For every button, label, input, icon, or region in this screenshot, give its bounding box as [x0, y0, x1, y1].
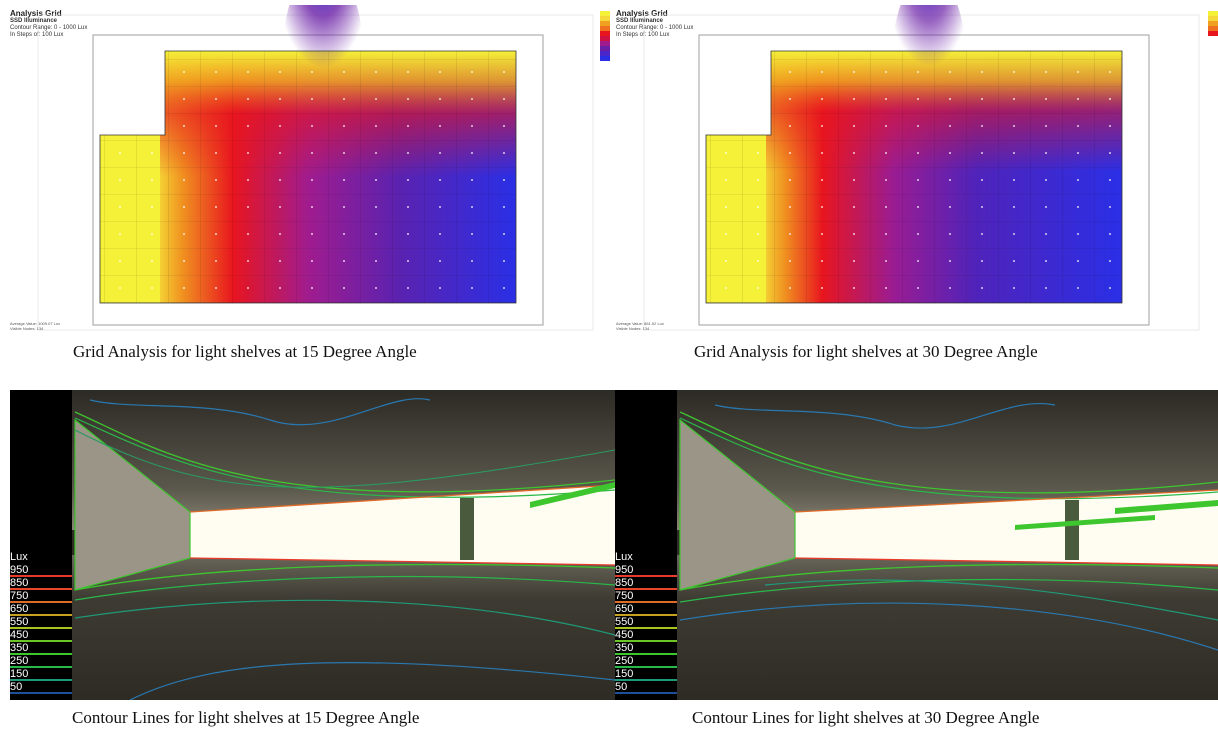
lux-legend-value: 150: [615, 668, 634, 680]
grid-subtitle: SSD Illuminance: [10, 18, 58, 24]
grid-analysis-15: Analysis Grid SSD Illuminance Contour Ra…: [8, 5, 610, 335]
lux-legend-value: 550: [10, 616, 29, 628]
grid-nodes: Visible Nodes: 134: [10, 326, 44, 331]
lux-legend-item: 750: [10, 590, 72, 603]
lux-legend-value: 350: [615, 642, 634, 654]
lux-legend-swatch: [615, 588, 677, 590]
contour-render: [615, 390, 1218, 700]
grid-caption-15: Grid Analysis for light shelves at 15 De…: [73, 342, 417, 361]
lux-legend-title: Lux: [615, 551, 633, 563]
grid-average: Average Value: 861.52 Lux: [616, 321, 664, 326]
grid-header: Analysis Grid SSD Illuminance Contour Ra…: [616, 9, 693, 39]
lux-legend-item: 150: [615, 668, 677, 681]
lux-legend-value: 150: [10, 668, 29, 680]
lux-legend-value: 950: [10, 564, 29, 576]
lux-legend-value: 750: [10, 590, 29, 602]
lux-legend-value: 850: [10, 577, 29, 589]
lux-legend-swatch: [10, 653, 72, 655]
lux-legend-value: 450: [615, 629, 634, 641]
lux-legend-swatch: [615, 666, 677, 668]
lux-legend-swatch: [10, 627, 72, 629]
lux-legend-item: 250: [615, 655, 677, 668]
grid-color-scale: [600, 11, 610, 61]
lux-legend-swatch: [10, 601, 72, 603]
lux-legend-swatch: [615, 575, 677, 577]
lux-legend-value: 650: [10, 603, 29, 615]
lux-legend-swatch: [10, 575, 72, 577]
lux-legend-item: 550: [615, 616, 677, 629]
lux-legend-swatch: [10, 640, 72, 642]
grid-title: Analysis Grid: [10, 9, 62, 18]
grid-caption-30: Grid Analysis for light shelves at 30 De…: [694, 342, 1038, 361]
grid-nodes: Visible Nodes: 134: [616, 326, 650, 331]
lux-legend-value: 450: [10, 629, 29, 641]
lux-legend-item: 350: [10, 642, 72, 655]
grid-analysis-30: Analysis Grid SSD Illuminance Contour Ra…: [614, 5, 1218, 335]
lux-legend-swatch: [10, 614, 72, 616]
lux-legend-swatch: [615, 653, 677, 655]
lux-legend: Lux 950 850 750 650 550 450 350 250 150 50: [10, 390, 72, 700]
lux-legend-value: 250: [615, 655, 634, 667]
lux-legend-item: 250: [10, 655, 72, 668]
lux-legend-item: 450: [615, 629, 677, 642]
lux-legend-value: 50: [615, 681, 628, 693]
grid-title: Analysis Grid: [616, 9, 668, 18]
contour-photo-15: Lux 950 850 750 650 550 450 350 250 150 50: [10, 390, 615, 700]
grid-steps: In Steps of: 100 Lux: [10, 32, 64, 38]
lux-legend-value: 950: [615, 564, 634, 576]
grid-footer: Average Value: 1009.07 Lux Visible Nodes…: [10, 321, 60, 331]
lux-legend-value: 350: [10, 642, 29, 654]
contour-render: [10, 390, 615, 700]
lux-legend-item: 850: [10, 577, 72, 590]
grid-range: Contour Range: 0 - 1000 Lux: [616, 25, 694, 31]
grid-color-scale: [1208, 11, 1218, 36]
lux-legend-swatch: [615, 614, 677, 616]
lux-legend-item: 450: [10, 629, 72, 642]
lux-legend-item: 650: [615, 603, 677, 616]
lux-legend-item: 350: [615, 642, 677, 655]
grid-heatmap: [37, 5, 594, 331]
grid-range: Contour Range: 0 - 1000 Lux: [10, 25, 88, 31]
lux-legend-item: 950: [10, 564, 72, 577]
lux-legend-value: 50: [10, 681, 23, 693]
contour-caption-15: Contour Lines for light shelves at 15 De…: [72, 708, 420, 727]
lux-legend-value: 650: [615, 603, 634, 615]
lux-legend: Lux 950 850 750 650 550 450 350 250 150 50: [615, 390, 677, 700]
contour-photo-30: Lux 950 850 750 650 550 450 350 250 150 50: [615, 390, 1218, 700]
lux-legend-title: Lux: [10, 551, 28, 563]
lux-legend-value: 850: [615, 577, 634, 589]
lux-legend-value: 250: [10, 655, 29, 667]
lux-legend-item: 650: [10, 603, 72, 616]
grid-heatmap: [643, 5, 1200, 331]
lux-legend-swatch: [10, 692, 72, 694]
grid-footer: Average Value: 861.52 Lux Visible Nodes:…: [616, 321, 664, 331]
lux-legend-swatch: [615, 601, 677, 603]
lux-legend-item: 50: [10, 681, 72, 694]
grid-steps: In Steps of: 100 Lux: [616, 32, 670, 38]
lux-legend-value: 550: [615, 616, 634, 628]
lux-legend-item: 50: [615, 681, 677, 694]
lux-legend-swatch: [10, 666, 72, 668]
lux-legend-swatch: [615, 679, 677, 681]
lux-legend-item: 750: [615, 590, 677, 603]
grid-subtitle: SSD Illuminance: [616, 18, 664, 24]
lux-legend-swatch: [615, 640, 677, 642]
contour-caption-30: Contour Lines for light shelves at 30 De…: [692, 708, 1040, 727]
lux-legend-swatch: [10, 679, 72, 681]
grid-header: Analysis Grid SSD Illuminance Contour Ra…: [10, 9, 87, 39]
lux-legend-item: 950: [615, 564, 677, 577]
lux-legend-value: 750: [615, 590, 634, 602]
grid-average: Average Value: 1009.07 Lux: [10, 321, 61, 326]
lux-legend-item: 850: [615, 577, 677, 590]
lux-legend-item: 150: [10, 668, 72, 681]
lux-legend-swatch: [615, 627, 677, 629]
lux-legend-swatch: [10, 588, 72, 590]
lux-legend-swatch: [615, 692, 677, 694]
lux-legend-item: 550: [10, 616, 72, 629]
